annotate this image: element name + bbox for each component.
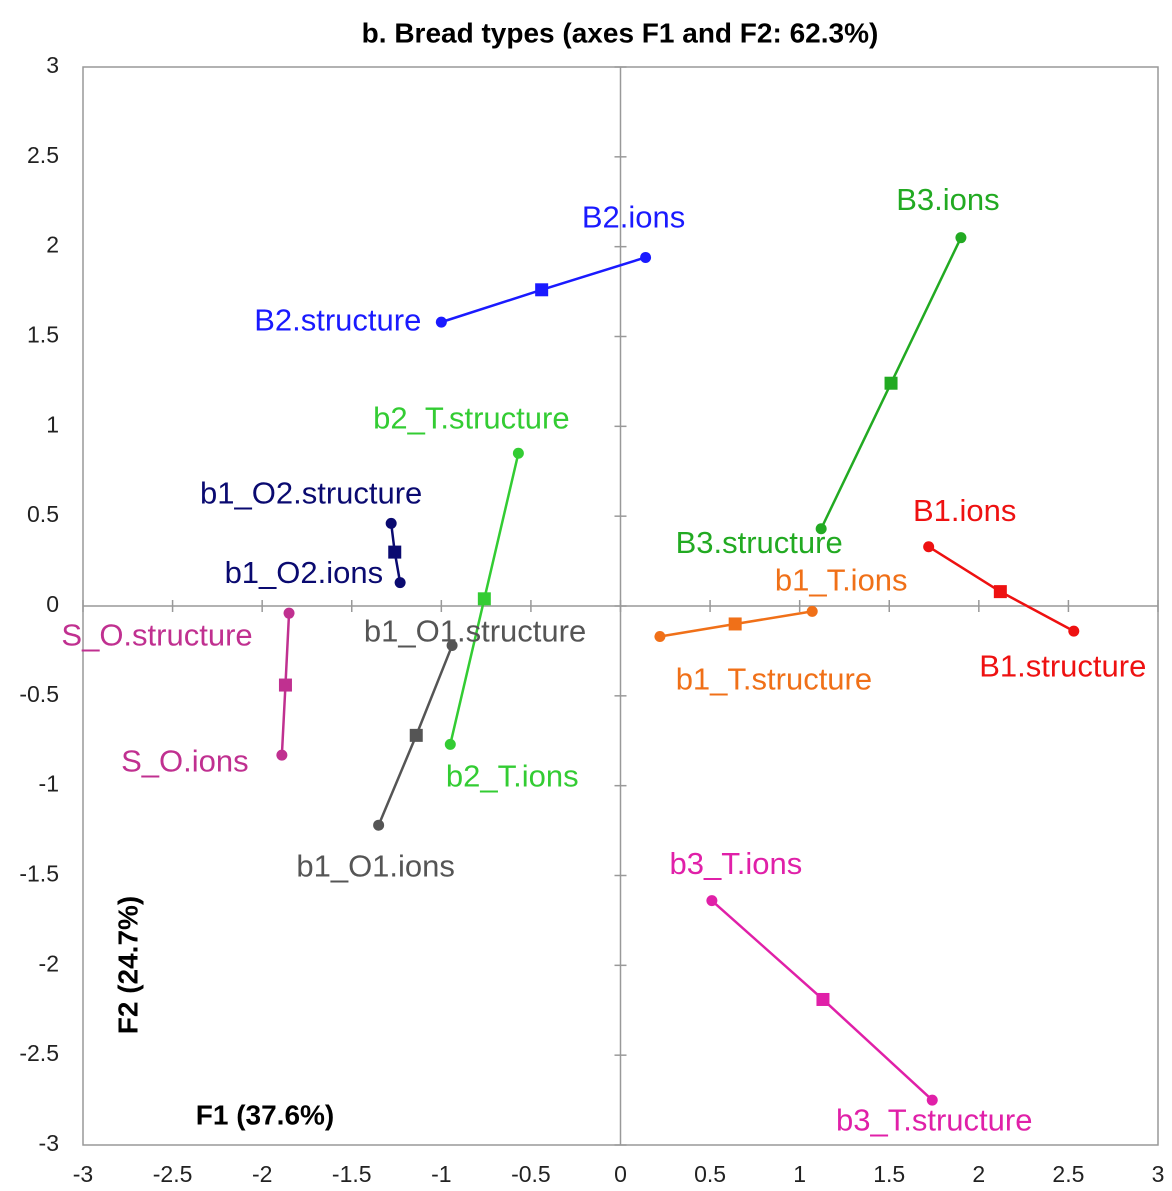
- point-label: b2_T.ions: [446, 759, 579, 794]
- point-marker: [923, 541, 935, 553]
- x-tick-label: -2.5: [153, 1161, 193, 1187]
- point-label: b3_T.ions: [670, 846, 803, 881]
- x-tick-label: -2: [252, 1161, 272, 1187]
- point-marker: [283, 607, 295, 619]
- x-tick-label: 0: [614, 1161, 627, 1187]
- point-label: b1_O2.structure: [200, 476, 422, 511]
- y-tick-label: 1.5: [27, 322, 59, 348]
- x-tick-label: -3: [73, 1161, 93, 1187]
- y-tick-label: -2.5: [19, 1040, 59, 1066]
- mean-marker: [477, 592, 491, 606]
- x-tick-label: -0.5: [511, 1161, 551, 1187]
- mean-marker: [728, 617, 742, 631]
- point-label: B2.structure: [254, 302, 421, 337]
- point-label: b1_O1.ions: [296, 848, 455, 883]
- point-marker: [373, 819, 385, 831]
- mean-marker: [535, 283, 549, 297]
- mean-marker: [816, 992, 830, 1006]
- point-marker: [806, 605, 818, 617]
- mean-marker: [278, 678, 292, 692]
- point-marker: [276, 749, 288, 761]
- point-marker: [435, 316, 447, 328]
- point-label: B1.ions: [913, 493, 1016, 528]
- point-label: b1_O1.structure: [364, 614, 586, 649]
- point-label: b1_T.ions: [775, 563, 908, 598]
- y-tick-label: -1: [39, 771, 59, 797]
- point-label: B3.ions: [896, 182, 999, 217]
- mean-marker: [993, 585, 1007, 599]
- x-tick-label: 1.5: [873, 1161, 905, 1187]
- point-marker: [955, 232, 967, 244]
- x-tick-label: -1: [431, 1161, 451, 1187]
- y-tick-label: -0.5: [19, 681, 59, 707]
- x-tick-label: 3: [1152, 1161, 1165, 1187]
- point-label: B3.structure: [676, 525, 843, 560]
- x-tick-label: 1: [793, 1161, 806, 1187]
- point-label: B1.structure: [979, 648, 1146, 683]
- point-label: b1_T.structure: [676, 662, 872, 697]
- y-tick-label: 2.5: [27, 142, 59, 168]
- mean-marker: [409, 728, 423, 742]
- y-tick-label: 2: [46, 232, 59, 258]
- point-label: S_O.structure: [61, 617, 252, 652]
- chart-title: b. Bread types (axes F1 and F2: 62.3%): [362, 17, 879, 48]
- point-marker: [444, 738, 456, 750]
- point-marker: [926, 1094, 938, 1106]
- y-tick-label: 3: [46, 52, 59, 78]
- point-label: S_O.ions: [121, 743, 249, 778]
- point-marker: [446, 640, 458, 652]
- point-marker: [1068, 625, 1080, 637]
- y-axis-label: F2 (24.7%): [112, 896, 143, 1035]
- point-label: B2.ions: [582, 200, 685, 235]
- point-marker: [640, 251, 652, 263]
- y-tick-label: -2: [39, 950, 59, 976]
- point-label: b1_O2.ions: [225, 555, 384, 590]
- y-tick-label: 0: [46, 591, 59, 617]
- y-tick-label: 1: [46, 411, 59, 437]
- x-tick-label: 0.5: [694, 1161, 726, 1187]
- mean-marker: [388, 545, 402, 559]
- x-axis-label: F1 (37.6%): [196, 1099, 335, 1130]
- y-tick-label: -1.5: [19, 861, 59, 887]
- y-tick-label: -3: [39, 1130, 59, 1156]
- point-marker: [385, 517, 397, 529]
- point-marker: [815, 523, 827, 535]
- point-marker: [394, 577, 406, 589]
- point-marker: [654, 631, 666, 643]
- point-marker: [512, 447, 524, 459]
- y-tick-label: 0.5: [27, 501, 59, 527]
- x-tick-label: 2.5: [1052, 1161, 1084, 1187]
- mean-marker: [884, 376, 898, 390]
- point-label: b2_T.structure: [373, 400, 569, 435]
- point-marker: [706, 895, 718, 907]
- x-tick-label: 2: [972, 1161, 985, 1187]
- point-label: b3_T.structure: [836, 1102, 1032, 1137]
- x-tick-label: -1.5: [332, 1161, 372, 1187]
